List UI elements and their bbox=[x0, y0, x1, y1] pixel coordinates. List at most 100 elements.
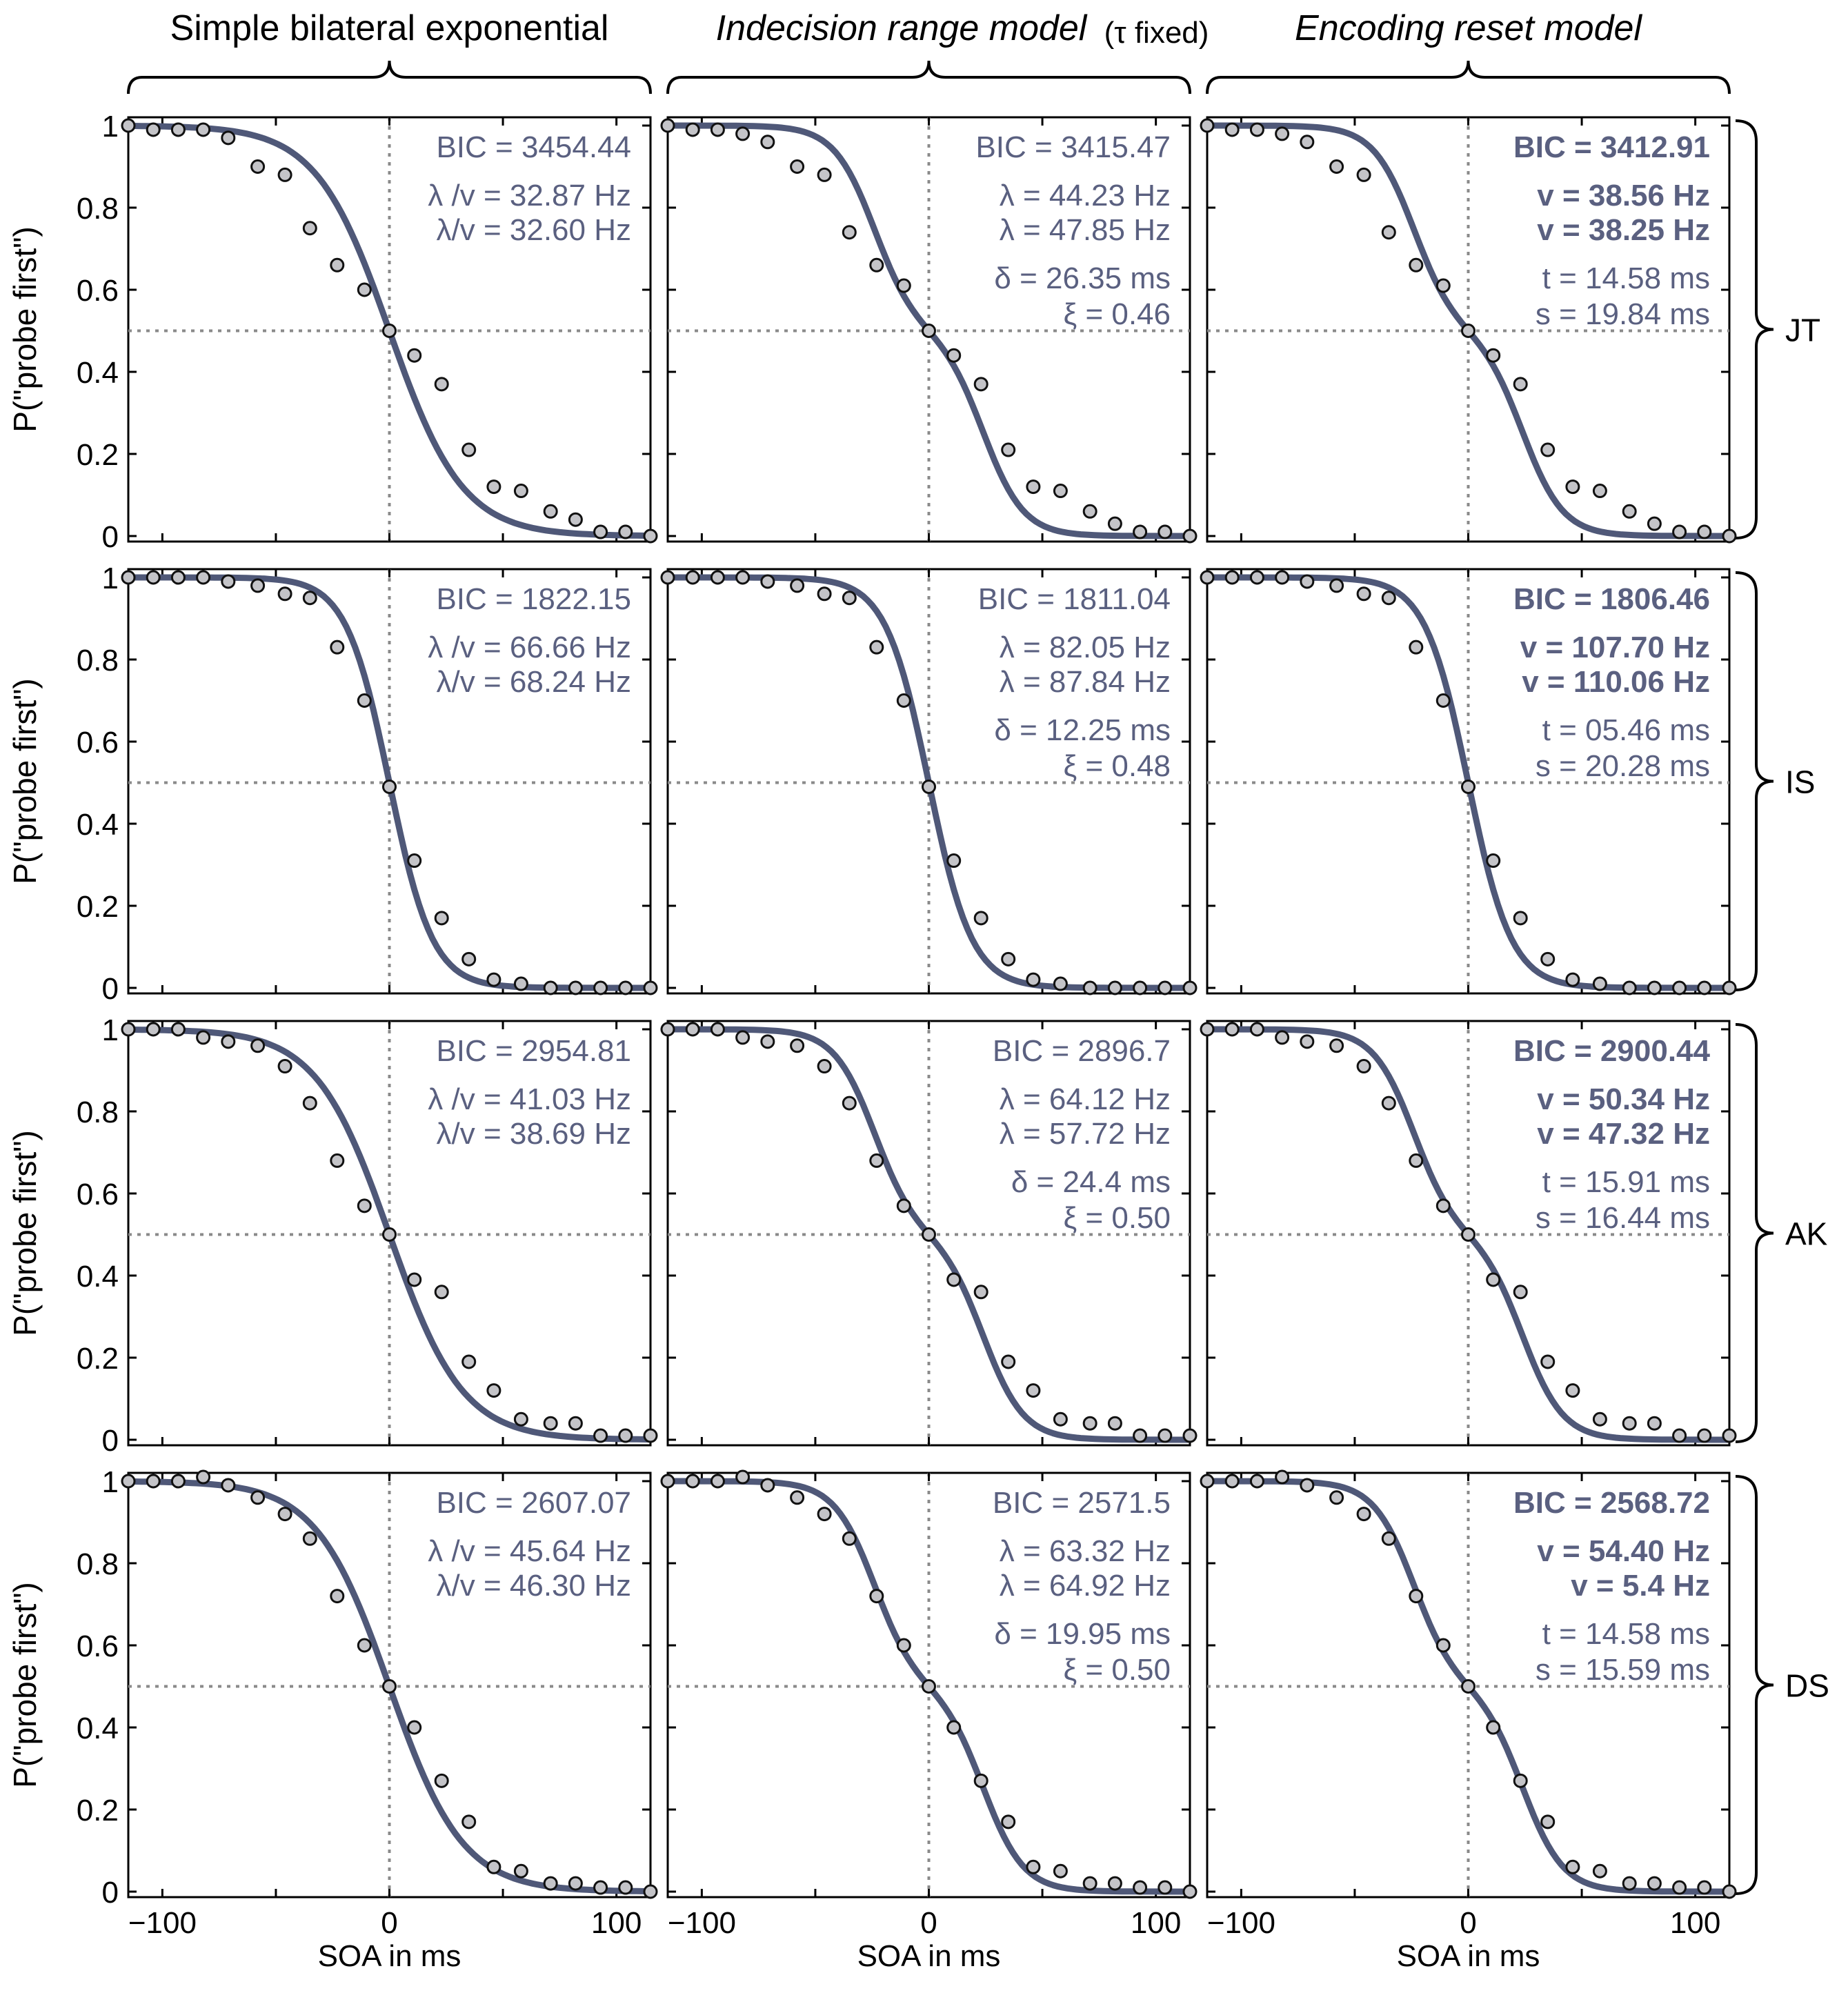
param-annotation: δ = 12.25 ms bbox=[994, 713, 1171, 747]
y-tick-label: 0 bbox=[102, 520, 119, 554]
data-point bbox=[1435, 1638, 1451, 1653]
data-point bbox=[760, 1034, 775, 1049]
data-point bbox=[1300, 574, 1315, 589]
data-point bbox=[1461, 779, 1476, 794]
param-annotation: λ = 47.85 Hz bbox=[1000, 213, 1171, 247]
data-point bbox=[357, 1198, 372, 1213]
x-tick-label: −100 bbox=[128, 1906, 197, 1940]
data-point bbox=[121, 118, 136, 133]
param-annotation: BIC = 1806.46 bbox=[1513, 582, 1710, 616]
param-annotation: ξ = 0.50 bbox=[1064, 1653, 1171, 1687]
data-point bbox=[146, 1474, 161, 1489]
param-annotation: v = 38.25 Hz bbox=[1537, 213, 1710, 247]
param-annotation: BIC = 2607.07 bbox=[436, 1486, 631, 1520]
param-annotation: λ /v = 66.66 Hz bbox=[428, 631, 631, 664]
data-point bbox=[1107, 1876, 1122, 1891]
data-point bbox=[1182, 1884, 1198, 1899]
data-point bbox=[382, 1227, 397, 1242]
data-point bbox=[922, 779, 936, 794]
data-point bbox=[1409, 257, 1424, 272]
data-point bbox=[842, 1531, 857, 1546]
data-point bbox=[922, 324, 936, 338]
data-point bbox=[1158, 524, 1173, 539]
data-point bbox=[1200, 570, 1215, 585]
y-tick-label: 0.6 bbox=[77, 1629, 119, 1663]
param-annotation: s = 15.59 ms bbox=[1536, 1653, 1710, 1687]
panel-IS-1: BIC = 1811.04 λ = 82.05 Hzλ = 87.84 Hz δ =… bbox=[660, 568, 1198, 995]
data-point bbox=[973, 1773, 988, 1788]
data-point bbox=[1565, 1859, 1580, 1874]
row-label: IS bbox=[1785, 764, 1815, 800]
param-annotation: ξ = 0.48 bbox=[1064, 749, 1171, 783]
y-axis-label: P("probe first") bbox=[7, 1582, 43, 1788]
data-point bbox=[1200, 1474, 1215, 1489]
panel-DS-0: 0 0.2 0.4 0.6 0.8 1 P("probe first") −100 0 100 SO… bbox=[7, 1465, 658, 1973]
data-point bbox=[543, 504, 558, 519]
data-point bbox=[1381, 591, 1396, 606]
y-tick-label: 0.8 bbox=[77, 1547, 119, 1581]
data-point bbox=[1409, 1153, 1424, 1168]
data-point bbox=[896, 1198, 911, 1213]
data-point bbox=[1158, 980, 1173, 995]
data-point bbox=[382, 779, 397, 794]
param-annotation: λ = 44.23 Hz bbox=[1000, 179, 1171, 212]
data-point bbox=[1001, 951, 1016, 967]
x-tick-label: 0 bbox=[920, 1906, 937, 1940]
data-point bbox=[486, 479, 501, 495]
data-point bbox=[568, 512, 583, 527]
data-point bbox=[1486, 348, 1501, 363]
panel-DS-1: −100 0 100 SOA in ms BIC = 2571.5 λ = 63.32 H… bbox=[660, 1469, 1198, 1973]
param-annotation: BIC = 2568.72 bbox=[1513, 1486, 1710, 1520]
data-point bbox=[685, 122, 700, 137]
data-point bbox=[1486, 853, 1501, 869]
x-axis-label: SOA in ms bbox=[1397, 1939, 1540, 1973]
data-point bbox=[357, 693, 372, 708]
column-title: Indecision range model bbox=[716, 8, 1088, 48]
data-point bbox=[513, 976, 528, 991]
param-annotation: λ/v = 46.30 Hz bbox=[437, 1569, 631, 1603]
data-point bbox=[973, 911, 988, 926]
y-axis-label: P("probe first") bbox=[7, 226, 43, 433]
data-point bbox=[1224, 1474, 1240, 1489]
data-point bbox=[710, 1022, 725, 1037]
panel-JT-2: BIC = 3412.91 v = 38.56 Hzv = 38.25 Hz t =… bbox=[1200, 116, 1737, 544]
data-point bbox=[1722, 528, 1737, 544]
data-point bbox=[1540, 951, 1556, 967]
data-point bbox=[1182, 528, 1198, 544]
data-point bbox=[643, 528, 658, 544]
data-point bbox=[1001, 442, 1016, 457]
data-point bbox=[896, 1638, 911, 1653]
data-point bbox=[660, 1022, 675, 1037]
param-annotation: s = 19.84 ms bbox=[1536, 297, 1710, 331]
panel-JT-1: BIC = 3415.47 λ = 44.23 Hzλ = 47.85 Hz δ =… bbox=[660, 116, 1198, 544]
data-point bbox=[685, 570, 700, 585]
data-point bbox=[196, 122, 211, 137]
data-point bbox=[922, 1227, 936, 1242]
param-annotation: BIC = 1811.04 bbox=[978, 582, 1171, 616]
data-point bbox=[277, 1059, 292, 1074]
param-annotation: v = 38.56 Hz bbox=[1537, 179, 1710, 212]
param-annotation: s = 20.28 ms bbox=[1536, 749, 1710, 783]
data-point bbox=[1107, 980, 1122, 995]
param-annotation: t = 15.91 ms bbox=[1542, 1165, 1710, 1199]
data-point bbox=[710, 1474, 725, 1489]
data-point bbox=[513, 1411, 528, 1427]
data-point bbox=[790, 1038, 805, 1053]
data-point bbox=[486, 1383, 501, 1398]
data-point bbox=[568, 1416, 583, 1431]
data-point bbox=[1722, 980, 1737, 995]
data-point bbox=[461, 1814, 477, 1830]
param-annotation: BIC = 2571.5 bbox=[993, 1486, 1171, 1520]
data-point bbox=[357, 282, 372, 297]
param-annotation: BIC = 2954.81 bbox=[436, 1034, 631, 1068]
data-point bbox=[790, 1490, 805, 1505]
param-annotation: v = 50.34 Hz bbox=[1537, 1082, 1710, 1116]
data-point bbox=[196, 1469, 211, 1485]
data-point bbox=[618, 1880, 633, 1895]
data-point bbox=[568, 980, 583, 995]
data-point bbox=[513, 1863, 528, 1879]
data-point bbox=[330, 257, 345, 272]
column-title: Simple bilateral exponential bbox=[170, 8, 609, 48]
data-point bbox=[382, 1679, 397, 1694]
param-annotation: v = 47.32 Hz bbox=[1537, 1117, 1710, 1151]
